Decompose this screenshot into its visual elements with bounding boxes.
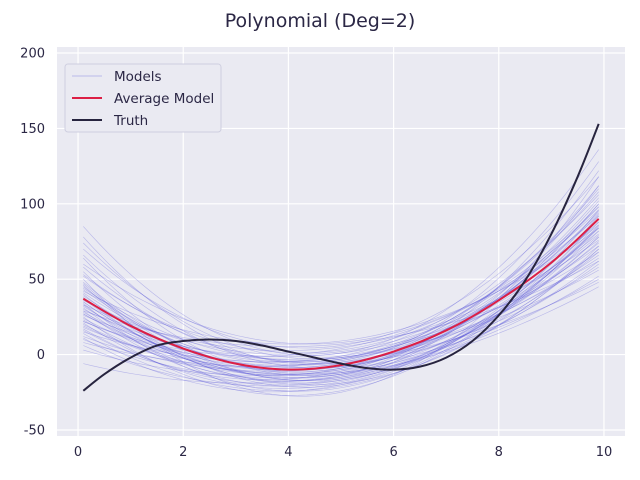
y-tick-label: 50 — [28, 273, 45, 288]
x-axis-ticks: 0 2 4 6 8 10 — [74, 445, 612, 460]
model-line — [83, 212, 599, 381]
model-line — [83, 248, 599, 381]
model-line — [83, 161, 599, 365]
x-tick-label: 0 — [74, 445, 82, 460]
model-line — [83, 170, 599, 376]
truth-line — [82, 123, 600, 392]
model-line — [83, 188, 599, 376]
model-line — [83, 218, 599, 392]
model-line — [83, 206, 599, 354]
model-line — [83, 227, 599, 345]
model-line — [83, 241, 599, 375]
legend-box — [64, 63, 222, 133]
x-tick-label: 6 — [389, 445, 397, 460]
model-line — [83, 260, 599, 387]
plot-area — [57, 47, 625, 436]
model-line — [83, 227, 599, 371]
model-line — [83, 242, 599, 374]
model-line — [83, 185, 599, 360]
x-tick-label: 4 — [284, 445, 292, 460]
model-line — [83, 281, 599, 367]
model-line — [83, 209, 599, 367]
y-axis-ticks: -50 0 50 100 150 200 — [20, 47, 45, 439]
series-layer — [82, 123, 600, 392]
model-line — [83, 236, 599, 385]
model-line — [83, 286, 599, 384]
model-line — [83, 278, 599, 376]
grid — [57, 47, 625, 436]
legend-label-truth: Truth — [113, 113, 148, 129]
model-line — [83, 239, 599, 351]
x-tick-label: 8 — [495, 445, 503, 460]
model-line — [83, 236, 599, 375]
x-tick-label: 10 — [596, 445, 613, 460]
model-line — [83, 191, 599, 363]
model-line — [83, 176, 599, 397]
model-line — [83, 257, 599, 364]
model-line — [83, 203, 599, 369]
model-line — [83, 230, 599, 366]
chart-title: Polynomial (Deg=2) — [225, 10, 416, 32]
legend-label-average-model: Average Model — [114, 91, 214, 107]
model-line — [83, 221, 599, 396]
y-tick-label: -50 — [24, 423, 45, 438]
model-line — [83, 197, 599, 372]
model-line — [83, 203, 599, 379]
model-line — [83, 224, 599, 357]
model-line — [83, 227, 599, 378]
model-line — [83, 224, 599, 384]
model-line — [83, 275, 599, 379]
y-tick-label: 0 — [37, 348, 45, 363]
model-line — [83, 263, 599, 377]
model-line — [83, 215, 599, 345]
x-tick-label: 2 — [179, 445, 187, 460]
model-line — [83, 269, 599, 363]
model-line — [83, 176, 599, 349]
model-line — [83, 245, 599, 386]
legend: Models Average Model Truth — [64, 63, 222, 133]
model-line — [83, 230, 599, 393]
model-line — [83, 248, 599, 392]
y-tick-label: 200 — [20, 47, 45, 62]
model-line — [83, 266, 599, 372]
legend-label-models: Models — [114, 69, 162, 85]
model-line — [83, 185, 599, 381]
model-line — [83, 200, 599, 382]
model-line — [83, 194, 599, 362]
model-line — [83, 226, 599, 389]
model-line — [83, 206, 599, 365]
y-tick-label: 150 — [20, 122, 45, 137]
model-line — [83, 149, 599, 356]
y-tick-label: 100 — [20, 197, 45, 212]
model-line — [83, 260, 599, 347]
model-line — [83, 211, 599, 375]
